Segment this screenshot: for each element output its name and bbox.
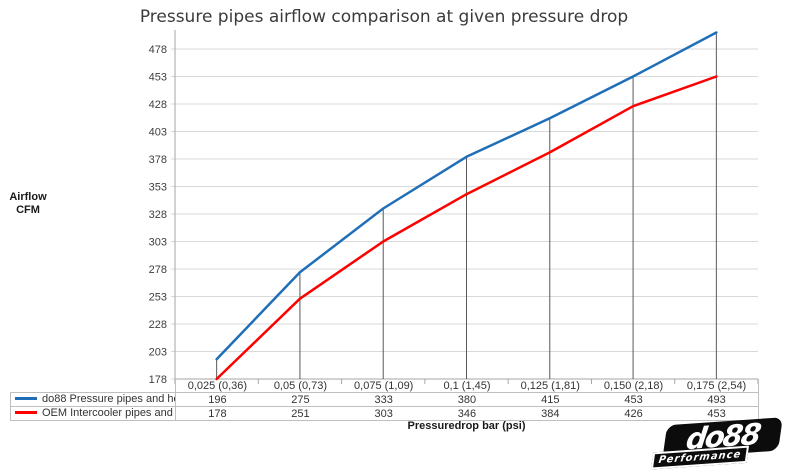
table-value-cell: 380 [425,392,509,407]
category-label: 0,175 (2,54) [675,379,759,393]
y-tick-label: 303 [149,237,167,249]
x-axis-title: Pressuredrop bar (psi) [407,420,526,432]
category-label: 0,125 (1,81) [508,379,592,393]
table-value-cell: 346 [425,406,509,421]
table-value-cell: 426 [591,406,676,421]
legend-item: OEM Intercooler pipes and hoses [10,406,176,421]
y-tick-label: 453 [149,72,167,84]
category-row: 0,025 (0,36) 0,05 (0,73) 0,075 (1,09) 0,1 (… [11,379,759,393]
y-tick-label: 378 [149,154,167,166]
table-row: do88 Pressure pipes and hoses (TR-110)19… [10,392,759,407]
table-value-cell: 196 [175,392,259,407]
y-tick-label: 478 [149,44,167,56]
y-tick-label: 353 [149,182,167,194]
gridlines [171,48,758,380]
data-table: 0,025 (0,36) 0,05 (0,73) 0,075 (1,09) 0,1 (… [10,379,759,421]
chart-title: Pressure pipes airflow comparison at giv… [139,7,629,27]
legend-spacer [11,379,176,393]
table-value-cell: 251 [258,406,343,421]
table-value-cell: 275 [258,392,343,407]
y-tick-label: 278 [149,264,167,276]
table-value-cell: 453 [591,392,676,407]
y-axis-title-line2: CFM [16,204,40,216]
legend-line-swatch [15,397,37,401]
y-tick-label: 328 [149,209,167,221]
legend-label: OEM Intercooler pipes and hoses [42,407,175,420]
table-row: OEM Intercooler pipes and hoses178251303… [10,406,759,421]
do88-logo-subtext: Performance [657,448,743,466]
droplines [216,32,717,379]
table-value-cell: 333 [342,392,426,407]
y-tick-label: 253 [149,292,167,304]
legend-label: do88 Pressure pipes and hoses (TR-110) [42,393,175,406]
legend-line-swatch [15,411,37,415]
series-line [215,31,718,361]
table-value-cell: 178 [175,406,259,421]
table-value-cell: 453 [675,406,759,421]
category-label: 0,075 (1,09) [342,379,426,393]
y-axis-title: Airflow CFM [6,191,50,217]
category-label: 0,1 (1,45) [425,379,509,393]
table-value-cell: 384 [508,406,592,421]
y-tick-label: 403 [149,127,167,139]
category-label: 0,025 (0,36) [174,379,259,393]
category-label: 0,150 (2,18) [591,379,676,393]
do88-logo: do88 Performance [648,416,783,470]
y-tick-label: 228 [149,319,167,331]
legend-item: do88 Pressure pipes and hoses (TR-110) [10,392,176,407]
table-value-cell: 303 [342,406,426,421]
y-tick-label: 428 [149,99,167,111]
y-tick-label: 203 [149,347,167,359]
y-axis-title-line1: Airflow [9,191,47,203]
category-label: 0,05 (0,73) [258,379,343,393]
table-value-cell: 493 [675,392,759,407]
table-value-cell: 415 [508,392,592,407]
series-line [215,75,718,381]
